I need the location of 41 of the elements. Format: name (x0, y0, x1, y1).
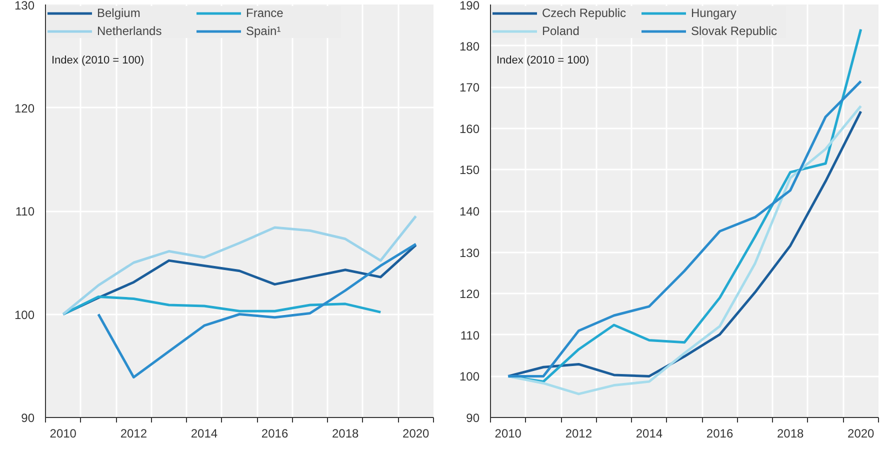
x-tick-label: 2012 (120, 426, 148, 440)
legend-label: Netherlands (97, 24, 163, 38)
line-series (62, 214, 418, 316)
x-tick-label: 2014 (636, 426, 663, 440)
legend-label: France (246, 6, 284, 20)
legend-label: Poland (542, 24, 580, 38)
x-tick-label: 2014 (190, 426, 218, 440)
y-tick-label: 170 (459, 80, 480, 95)
x-tick-label: 2018 (332, 426, 359, 440)
y-tick-label: 190 (459, 0, 480, 12)
x-tick-label: 2020 (848, 426, 875, 440)
x-tick-label: 2012 (565, 426, 592, 440)
y-tick-label: 110 (15, 204, 35, 218)
y-tick-label: 160 (459, 122, 480, 136)
y-tick-label: 90 (21, 411, 35, 425)
x-tick-label: 2016 (706, 426, 734, 440)
x-tick-label: 2020 (402, 426, 430, 440)
legend-label: Slovak Republic (691, 24, 778, 38)
y-axis-title: Index (2010 = 100) (52, 54, 144, 66)
y-tick-label: 180 (459, 39, 480, 54)
y-tick-label: 110 (460, 328, 480, 342)
y-tick-label: 90 (466, 411, 480, 425)
line-series (62, 295, 382, 316)
y-tick-label: 120 (459, 287, 480, 302)
line-series (97, 242, 418, 378)
legend-label: Belgium (97, 6, 142, 20)
y-tick-label: 120 (14, 101, 35, 116)
y-tick-label: 100 (459, 370, 480, 384)
legend-label: Spain¹ (246, 24, 282, 38)
y-axis-title: Index (2010 = 100) (496, 54, 590, 66)
x-tick-label: 2018 (776, 426, 804, 440)
y-tick-label: 140 (459, 204, 480, 218)
legend-label: Hungary (691, 6, 738, 20)
x-tick-label: 2010 (50, 426, 77, 440)
y-tick-label: 100 (14, 308, 35, 322)
y-tick-label: 130 (14, 0, 35, 12)
x-tick-label: 2010 (494, 426, 522, 440)
legend-label: Czech Republic (542, 6, 628, 20)
y-tick-label: 150 (459, 163, 480, 178)
y-tick-label: 130 (459, 246, 480, 260)
x-tick-label: 2016 (261, 426, 288, 440)
